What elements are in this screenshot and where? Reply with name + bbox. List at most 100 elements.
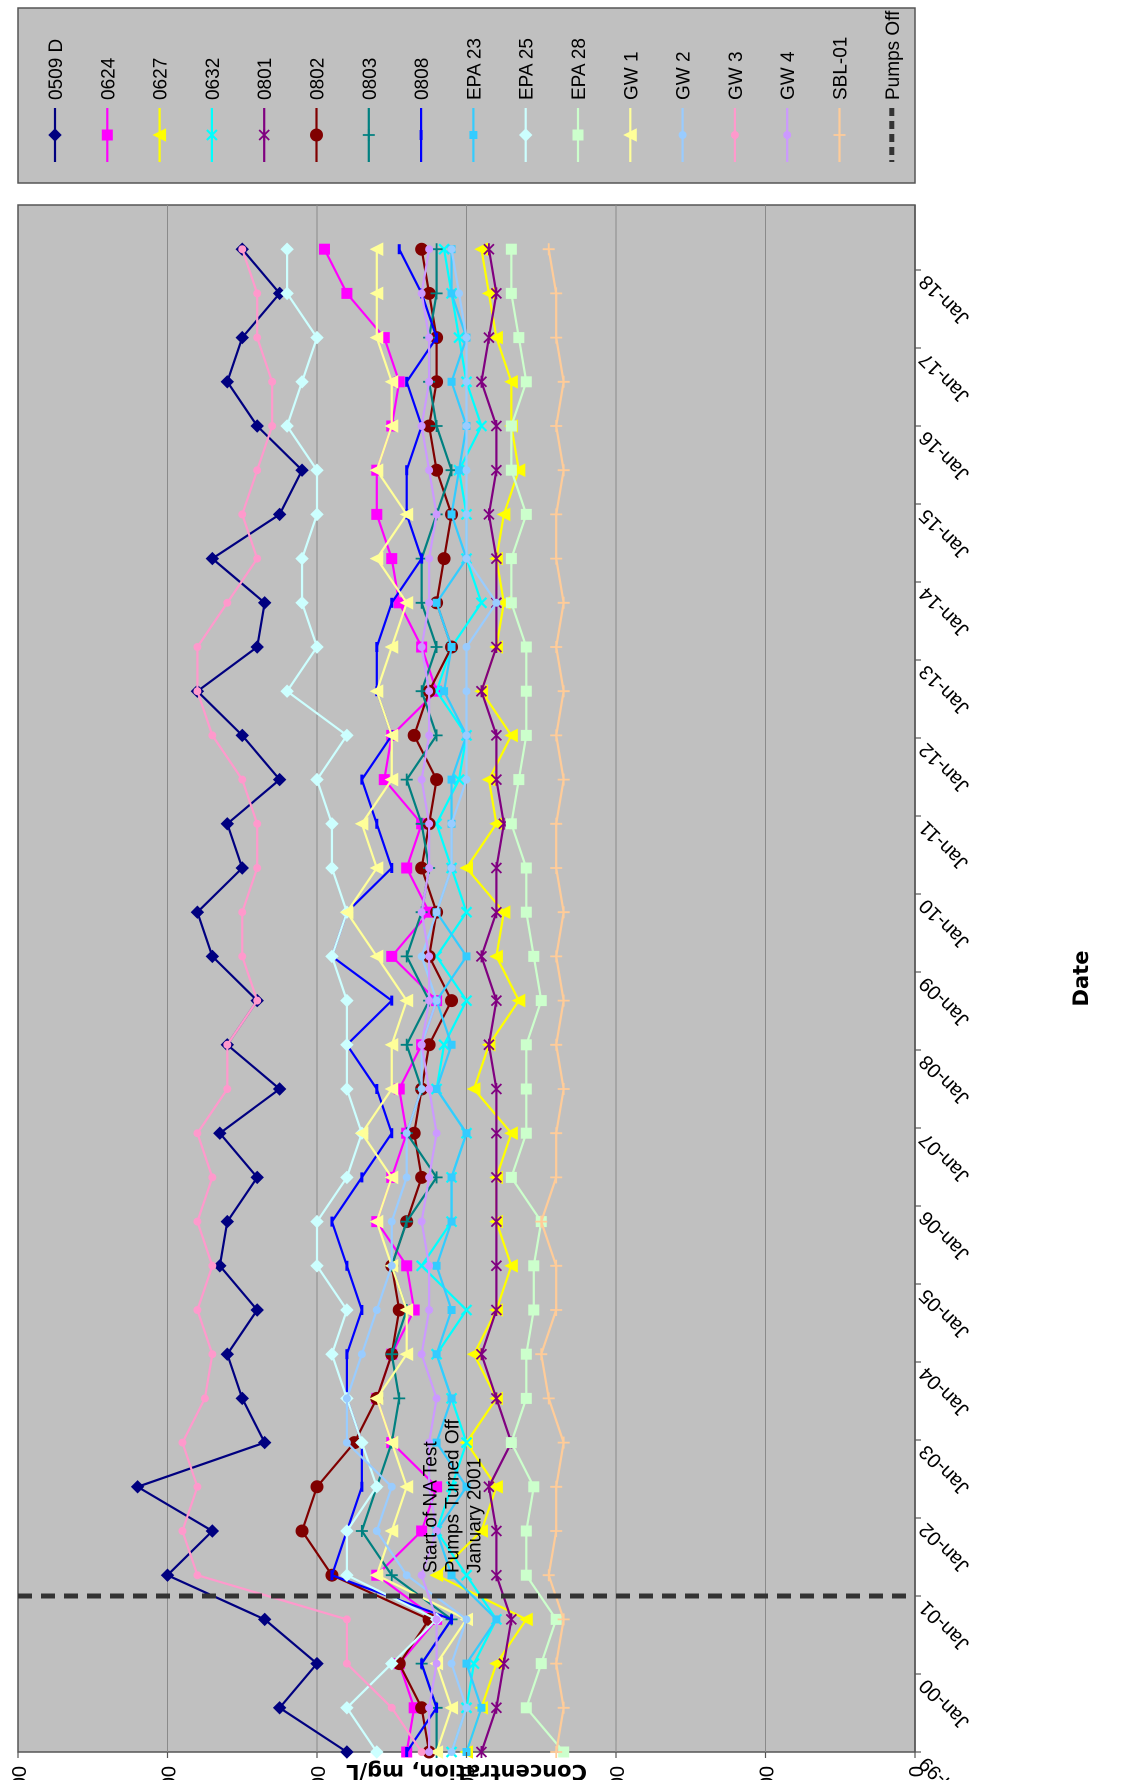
data-point [387, 1703, 396, 1712]
data-point [400, 773, 413, 786]
data-point [477, 1703, 486, 1712]
data-point [550, 552, 563, 565]
data-point [280, 286, 294, 301]
legend-label: SBL-01 [831, 37, 852, 100]
y-tick-label: 400 [607, 1766, 629, 1780]
data-point [490, 1569, 503, 1582]
legend-label: EPA 25 [517, 38, 538, 100]
data-point [258, 129, 270, 141]
data-point [447, 643, 456, 651]
data-point [462, 333, 471, 342]
data-point [475, 597, 488, 609]
x-tick-label: Jan-03 [915, 1440, 974, 1499]
data-point [438, 243, 450, 255]
data-point [425, 996, 434, 1005]
data-point [511, 993, 526, 1008]
x-tick-label: Jan-17 [915, 348, 974, 407]
data-point [369, 949, 384, 964]
data-point [462, 1129, 471, 1138]
annotation-line: January 2001 [465, 1458, 486, 1573]
data-point [417, 643, 426, 651]
data-point [432, 1350, 441, 1359]
data-point [340, 728, 354, 743]
data-point [447, 377, 456, 386]
data-point [833, 129, 846, 141]
data-point [557, 464, 570, 477]
data-point [483, 1038, 495, 1051]
data-point [462, 1659, 471, 1668]
data-point [375, 1084, 379, 1094]
x-tick-label: Jan-13 [915, 660, 974, 719]
data-point [492, 598, 501, 607]
data-point [387, 1217, 396, 1226]
data-point [468, 1657, 480, 1670]
data-point [498, 1657, 510, 1670]
data-point [550, 1259, 563, 1272]
data-point [490, 420, 503, 432]
data-point [417, 775, 426, 784]
data-point [425, 245, 434, 254]
data-point [447, 1748, 456, 1756]
x-tick-label: Jan-99 [915, 1752, 974, 1780]
data-point [417, 908, 426, 917]
data-point [447, 1394, 456, 1403]
data-point [384, 1524, 399, 1538]
data-point [438, 1039, 450, 1051]
data-point [429, 1745, 444, 1759]
x-tick-label: Jan-18 [915, 270, 974, 329]
data-point [213, 1259, 227, 1273]
data-point [420, 1658, 424, 1669]
data-point [387, 1482, 396, 1491]
data-point [425, 819, 434, 828]
data-point [375, 818, 379, 829]
data-point [354, 1126, 369, 1141]
data-point [220, 375, 235, 389]
data-point [268, 377, 277, 386]
y-tick-label: 0 [906, 1766, 928, 1777]
data-point [490, 1304, 503, 1316]
legend-label: GW 4 [778, 51, 799, 100]
data-point [372, 1527, 381, 1535]
data-point [425, 1261, 434, 1270]
data-point [462, 1615, 471, 1624]
data-point [474, 1524, 488, 1538]
data-point [384, 640, 399, 654]
data-point [535, 995, 547, 1007]
data-point [504, 374, 518, 389]
data-point [417, 1040, 426, 1049]
data-point [623, 128, 637, 142]
data-point [425, 554, 434, 563]
data-point [520, 508, 532, 520]
data-point [490, 906, 503, 919]
data-point [528, 1304, 540, 1316]
data-point [417, 1217, 426, 1226]
data-point [238, 775, 247, 784]
data-point [496, 905, 511, 920]
data-point [384, 1082, 399, 1096]
data-point [490, 773, 503, 786]
data-point [340, 1038, 354, 1052]
legend-entry: 0509 D [46, 39, 67, 162]
data-point [401, 1260, 413, 1272]
data-point [520, 1348, 532, 1360]
data-point [462, 775, 471, 784]
data-point [520, 376, 532, 388]
data-point [295, 375, 309, 389]
data-point [504, 1258, 518, 1273]
data-point [535, 1658, 547, 1670]
data-point [223, 1085, 232, 1093]
data-point [505, 464, 517, 476]
y-tick-label: 600 [458, 1766, 480, 1780]
data-point [542, 1392, 555, 1405]
data-point [460, 1304, 473, 1316]
data-point [462, 643, 471, 651]
data-point [550, 420, 563, 432]
data-point [432, 1261, 441, 1270]
data-point [475, 375, 488, 388]
data-point [550, 641, 563, 653]
data-point [369, 242, 384, 257]
data-point [783, 131, 792, 139]
legend-entry: 0624 [98, 57, 119, 162]
x-tick-label: Jan-09 [915, 972, 974, 1031]
data-point [557, 1613, 570, 1626]
